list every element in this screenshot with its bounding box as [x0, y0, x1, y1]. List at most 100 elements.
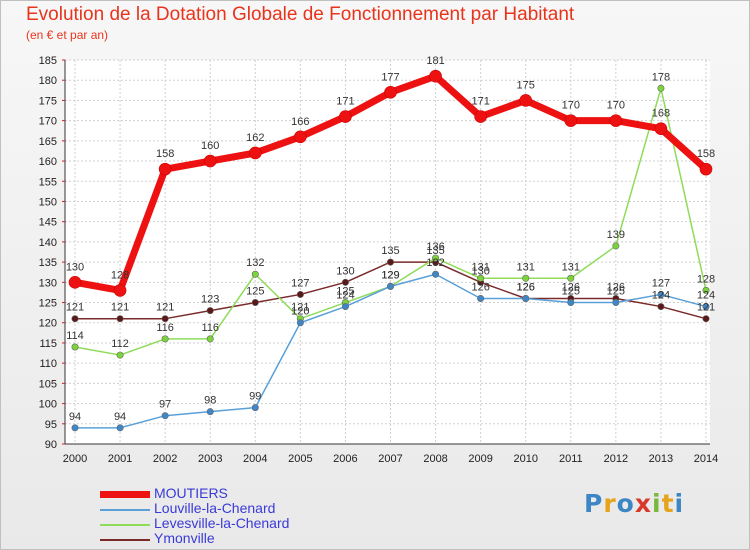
data-point-louville-la-chenard	[161, 412, 169, 420]
data-label-louville-la-chenard: 129	[381, 269, 399, 281]
data-point-levesville-la-chenard	[567, 274, 575, 282]
data-point-louville-la-chenard	[702, 303, 710, 311]
data-label-ymonville: 126	[517, 281, 535, 293]
data-label-levesville-la-chenard: 116	[201, 322, 219, 334]
y-tick-label: 175	[39, 95, 57, 107]
data-point-louville-la-chenard	[296, 319, 304, 327]
data-point-ymonville	[206, 307, 214, 315]
brand-letter: P	[584, 489, 604, 518]
data-label-ymonville: 127	[291, 277, 309, 289]
data-label-levesville-la-chenard: 178	[652, 71, 670, 83]
y-tick-label: 90	[45, 439, 57, 451]
chart-title: Evolution de la Dotation Globale de Fonc…	[26, 4, 575, 25]
data-label-louville-la-chenard: 125	[562, 286, 580, 298]
data-point-louville-la-chenard	[116, 424, 124, 432]
legend-swatch	[100, 509, 150, 511]
legend-label: Levesville-la-Chenard	[154, 515, 290, 531]
chart-subtitle: (en € et par an)	[26, 28, 109, 42]
data-label-levesville-la-chenard: 136	[426, 241, 444, 253]
x-tick-label: 2014	[694, 453, 718, 465]
data-label-louville-la-chenard: 127	[652, 277, 670, 289]
data-label-levesville-la-chenard: 131	[562, 261, 580, 273]
x-tick-label: 2007	[378, 453, 402, 465]
data-label-ymonville: 130	[471, 265, 489, 277]
data-label-ymonville: 121	[66, 302, 84, 314]
legend-swatch	[100, 491, 150, 498]
data-label-louville-la-chenard: 126	[471, 281, 489, 293]
data-label-moutiers: 130	[66, 261, 84, 273]
x-tick-label: 2003	[198, 453, 222, 465]
data-point-moutiers	[609, 114, 623, 127]
x-tick-label: 2011	[559, 453, 583, 465]
legend-swatch	[100, 539, 150, 541]
data-point-levesville-la-chenard	[522, 274, 530, 282]
x-tick-label: 2002	[153, 453, 177, 465]
data-label-ymonville: 126	[562, 281, 580, 293]
y-tick-label: 160	[39, 156, 57, 168]
data-point-louville-la-chenard	[206, 408, 214, 416]
y-tick-label: 145	[39, 217, 57, 229]
x-tick-label: 2013	[649, 453, 673, 465]
data-label-moutiers: 181	[426, 55, 444, 67]
data-label-louville-la-chenard: 97	[159, 399, 171, 411]
brand-letter: r	[603, 489, 617, 518]
data-point-levesville-la-chenard	[702, 286, 710, 294]
data-label-ymonville: 124	[652, 290, 670, 302]
data-label-moutiers: 166	[291, 116, 309, 128]
x-tick-label: 2005	[288, 453, 312, 465]
data-point-ymonville	[116, 315, 124, 323]
data-point-levesville-la-chenard	[71, 343, 79, 351]
data-label-louville-la-chenard: 120	[291, 306, 309, 318]
data-label-moutiers: 170	[607, 100, 625, 112]
legend-label: Louville-la-Chenard	[154, 500, 276, 516]
data-label-louville-la-chenard: 125	[607, 286, 625, 298]
data-point-moutiers	[564, 114, 578, 127]
data-point-louville-la-chenard	[612, 299, 620, 307]
y-tick-label: 120	[39, 318, 57, 330]
y-tick-label: 155	[39, 176, 57, 188]
data-label-moutiers: 158	[156, 148, 174, 160]
data-point-moutiers	[113, 284, 127, 297]
data-point-louville-la-chenard	[386, 282, 394, 290]
data-point-moutiers	[339, 110, 352, 123]
data-point-moutiers	[248, 146, 262, 160]
data-label-moutiers: 171	[336, 96, 354, 108]
brand-letter: x	[634, 489, 652, 518]
data-point-moutiers	[294, 130, 307, 144]
legend-swatch	[100, 524, 150, 526]
data-label-louville-la-chenard: 94	[114, 411, 126, 423]
y-tick-label: 185	[39, 55, 57, 67]
x-tick-label: 2000	[63, 453, 87, 465]
data-point-ymonville	[386, 258, 394, 266]
data-label-ymonville: 125	[246, 286, 264, 298]
data-point-louville-la-chenard	[432, 270, 440, 278]
data-label-levesville-la-chenard: 131	[517, 261, 535, 273]
brand-letter: o	[616, 489, 635, 518]
brand-letter: i	[674, 489, 685, 518]
data-point-levesville-la-chenard	[477, 274, 485, 282]
data-label-moutiers: 175	[517, 79, 535, 91]
data-point-louville-la-chenard	[341, 303, 349, 311]
data-label-levesville-la-chenard: 128	[697, 273, 715, 285]
data-label-ymonville: 121	[156, 302, 174, 314]
data-label-levesville-la-chenard: 112	[111, 338, 129, 350]
data-point-ymonville	[296, 290, 304, 298]
axes: 90 95 100 105 110 115 120 125 130 135 140 145 150 155…	[39, 55, 719, 465]
data-point-moutiers	[699, 162, 713, 176]
data-label-levesville-la-chenard: 116	[156, 322, 174, 334]
data-point-moutiers	[519, 94, 533, 107]
legend-label: MOUTIERS	[154, 485, 228, 501]
x-tick-label: 2010	[513, 453, 537, 465]
series-group	[68, 69, 713, 432]
data-point-levesville-la-chenard	[432, 254, 440, 262]
data-label-moutiers: 160	[201, 140, 219, 152]
y-tick-label: 115	[39, 338, 57, 350]
x-tick-label: 2009	[468, 453, 492, 465]
y-tick-label: 135	[39, 257, 57, 269]
data-label-moutiers: 177	[381, 71, 399, 83]
data-label-louville-la-chenard: 94	[69, 411, 81, 423]
data-point-ymonville	[657, 303, 665, 311]
y-tick-label: 170	[39, 116, 57, 128]
data-label-ymonville: 123	[201, 294, 219, 306]
data-point-ymonville	[161, 315, 169, 323]
